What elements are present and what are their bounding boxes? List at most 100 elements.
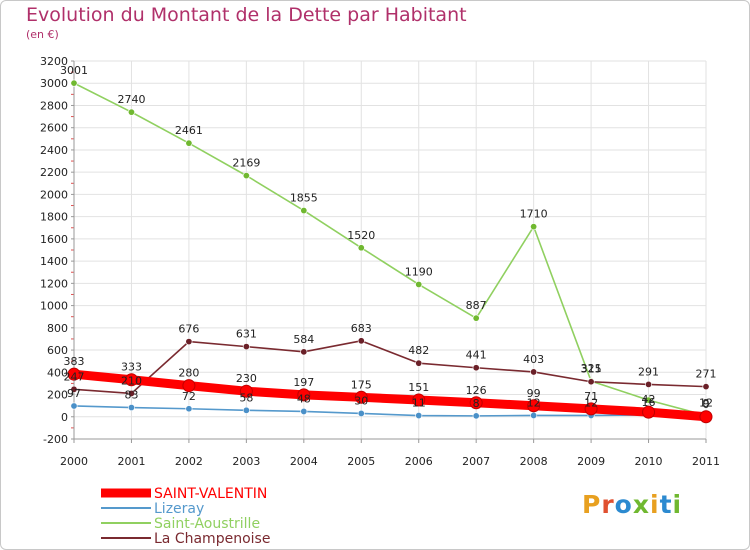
data-point xyxy=(297,388,311,402)
data-label: 333 xyxy=(121,361,142,374)
y-tick-label: 1400 xyxy=(40,255,68,268)
data-label: 631 xyxy=(236,328,257,341)
data-label: 0 xyxy=(703,398,710,411)
data-point xyxy=(642,405,656,419)
data-point xyxy=(127,108,135,116)
data-label: 99 xyxy=(527,387,541,400)
logo-letter: P xyxy=(582,490,602,519)
y-tick-label: 2000 xyxy=(40,188,68,201)
data-point xyxy=(357,244,365,252)
x-tick-label: 2006 xyxy=(405,455,433,468)
data-point xyxy=(469,396,483,410)
data-label: 210 xyxy=(121,374,142,387)
data-label: 584 xyxy=(293,333,314,346)
logo-letter: t xyxy=(659,490,673,519)
logo-letter: x xyxy=(632,490,650,519)
data-point xyxy=(182,379,196,393)
x-tick-label: 2009 xyxy=(577,455,605,468)
data-label: 321 xyxy=(581,362,602,375)
data-label: 403 xyxy=(523,353,544,366)
series-line xyxy=(73,82,707,417)
data-point xyxy=(185,139,193,147)
data-point xyxy=(472,314,480,322)
data-label: 271 xyxy=(696,368,717,381)
data-point xyxy=(67,367,81,381)
data-label: 1520 xyxy=(347,229,375,242)
data-point xyxy=(242,406,250,414)
data-point xyxy=(124,373,138,387)
data-point xyxy=(70,385,78,393)
data-label: 247 xyxy=(64,370,85,383)
data-label: 97 xyxy=(67,387,81,400)
series-line xyxy=(69,369,711,422)
data-label: 83 xyxy=(124,389,138,402)
data-label: 42 xyxy=(642,393,656,406)
x-tick-label: 2008 xyxy=(520,455,548,468)
data-point xyxy=(239,384,253,398)
data-label: 482 xyxy=(408,344,429,357)
logo-letter: o xyxy=(614,490,633,519)
data-label: 676 xyxy=(178,323,199,336)
data-label: 11 xyxy=(412,397,426,410)
legend: SAINT-VALENTINLizeraySaint-AoustrilleLa … xyxy=(101,486,270,547)
data-label: 1855 xyxy=(290,192,318,205)
data-label: 683 xyxy=(351,322,372,335)
legend-label: Saint-Aoustrille xyxy=(154,516,260,532)
data-labels: 3001274024612169185515201190887171032112… xyxy=(60,64,717,411)
unit-label: (en €) xyxy=(26,28,59,41)
x-tick-label: 2010 xyxy=(635,455,663,468)
data-label: 2169 xyxy=(232,157,260,170)
data-point xyxy=(412,393,426,407)
data-point xyxy=(415,412,423,420)
data-label: 280 xyxy=(178,367,199,380)
y-tick-label: 1200 xyxy=(40,277,68,290)
data-label: 30 xyxy=(354,394,368,407)
data-label: 48 xyxy=(297,392,311,405)
data-point xyxy=(185,338,193,346)
data-point xyxy=(300,207,308,215)
data-point xyxy=(530,223,538,231)
data-point xyxy=(584,402,598,416)
y-tick-label: 2800 xyxy=(40,99,68,112)
series-layer xyxy=(67,79,713,424)
x-tick-label: 2000 xyxy=(60,455,88,468)
data-point xyxy=(354,390,368,404)
data-point xyxy=(645,380,653,388)
data-label: 197 xyxy=(293,376,314,389)
y-tick-label: 1600 xyxy=(40,233,68,246)
data-point xyxy=(472,364,480,372)
data-point xyxy=(587,378,595,386)
data-point xyxy=(357,337,365,345)
data-label: 887 xyxy=(466,299,487,312)
data-point xyxy=(70,402,78,410)
data-label: 58 xyxy=(239,391,253,404)
data-label: 126 xyxy=(466,384,487,397)
x-tick-label: 2002 xyxy=(175,455,203,468)
y-tick-label: 1000 xyxy=(40,300,68,313)
data-label: 315 xyxy=(581,363,602,376)
axes: -200 0 200 400 600 800 1000 1200 1400 1600 1800 200… xyxy=(40,55,720,468)
data-point xyxy=(530,368,538,376)
data-point xyxy=(530,411,538,419)
y-tick-label: 3200 xyxy=(40,55,68,68)
data-point xyxy=(472,412,480,420)
x-tick-label: 2003 xyxy=(232,455,260,468)
y-tick-label: 200 xyxy=(47,389,68,402)
data-point xyxy=(645,396,653,404)
data-label: 12 xyxy=(584,396,598,409)
data-label: 1190 xyxy=(405,265,433,278)
data-label: 441 xyxy=(466,349,487,362)
y-tick-label: 2200 xyxy=(40,166,68,179)
legend-label: La Champenoise xyxy=(154,531,270,547)
data-point xyxy=(357,409,365,417)
series-line xyxy=(73,340,707,395)
data-label: 9 xyxy=(703,397,710,410)
data-label: 1710 xyxy=(520,208,548,221)
data-label: 72 xyxy=(182,390,196,403)
x-tick-label: 2004 xyxy=(290,455,318,468)
y-tick-label: 0 xyxy=(61,411,68,424)
x-tick-label: 2001 xyxy=(117,455,145,468)
data-point xyxy=(300,348,308,356)
